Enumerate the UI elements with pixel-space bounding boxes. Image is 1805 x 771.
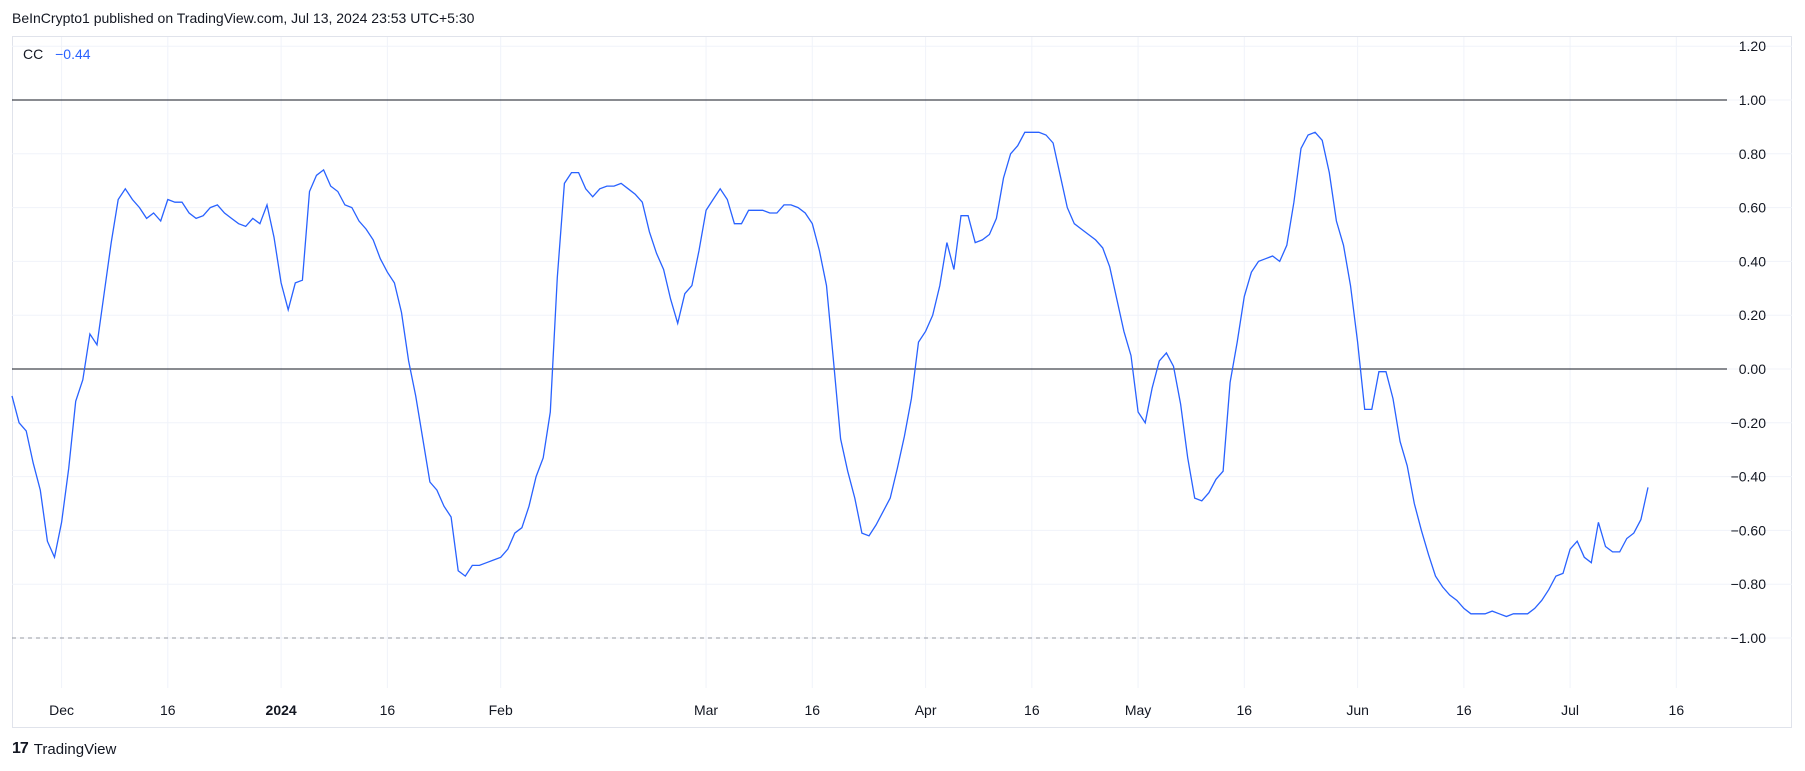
x-tick-label: Apr: [915, 702, 937, 718]
tradingview-brand-label: TradingView: [33, 740, 117, 758]
y-tick-label: 0.40: [1739, 253, 1766, 269]
x-tick-label: Dec: [49, 702, 74, 718]
indicator-value: −0.44: [55, 46, 91, 62]
x-tick-label: Mar: [694, 702, 718, 718]
x-tick-label: 16: [1456, 702, 1472, 718]
x-tick-label: 16: [160, 702, 176, 718]
x-tick-label: Feb: [489, 702, 513, 718]
reference-lines: [12, 99, 1727, 639]
y-tick-label: −1.00: [1731, 630, 1767, 646]
indicator-legend[interactable]: CC −0.44: [23, 46, 91, 62]
cc-series-line: [11, 131, 1649, 618]
x-tick-label: 16: [1024, 702, 1040, 718]
y-tick-label: 0.20: [1739, 307, 1766, 323]
publish-info: BeInCrypto1 published on TradingView.com…: [12, 10, 475, 26]
x-tick-label: Jul: [1561, 702, 1579, 718]
x-tick-label: 16: [805, 702, 821, 718]
y-tick-label: −0.40: [1731, 469, 1767, 485]
y-tick-label: 1.00: [1739, 92, 1766, 108]
x-tick-label: 16: [380, 702, 396, 718]
y-axis-ticks: 1.20 1.00 0.80 0.60 0.40 0.20 0.00 −0.20 −0.40 −0…: [1731, 38, 1767, 646]
x-tick-label: May: [1125, 702, 1151, 718]
indicator-name: CC: [23, 46, 44, 62]
chart-frame: [12, 36, 1792, 728]
gridlines: [12, 37, 1792, 688]
y-tick-label: 1.20: [1739, 38, 1766, 54]
tradingview-logo-icon: 17: [12, 740, 29, 757]
y-tick-label: −0.60: [1731, 522, 1767, 538]
y-tick-label: 0.60: [1739, 200, 1766, 216]
y-tick-label: 0.80: [1739, 146, 1766, 162]
tradingview-brand[interactable]: 17 TradingView: [12, 740, 116, 758]
x-tick-label: 16: [1237, 702, 1253, 718]
x-tick-label: 16: [1669, 702, 1685, 718]
x-axis-ticks: Dec 16 2024 16 Feb Mar 16 Apr 16 May 16 Jun 16 Jul 16: [49, 702, 1684, 718]
x-tick-label: 2024: [266, 702, 297, 718]
y-tick-label: 0.00: [1739, 361, 1766, 377]
y-tick-label: −0.80: [1731, 576, 1767, 592]
x-tick-label: Jun: [1346, 702, 1369, 718]
y-tick-label: −0.20: [1731, 415, 1767, 431]
